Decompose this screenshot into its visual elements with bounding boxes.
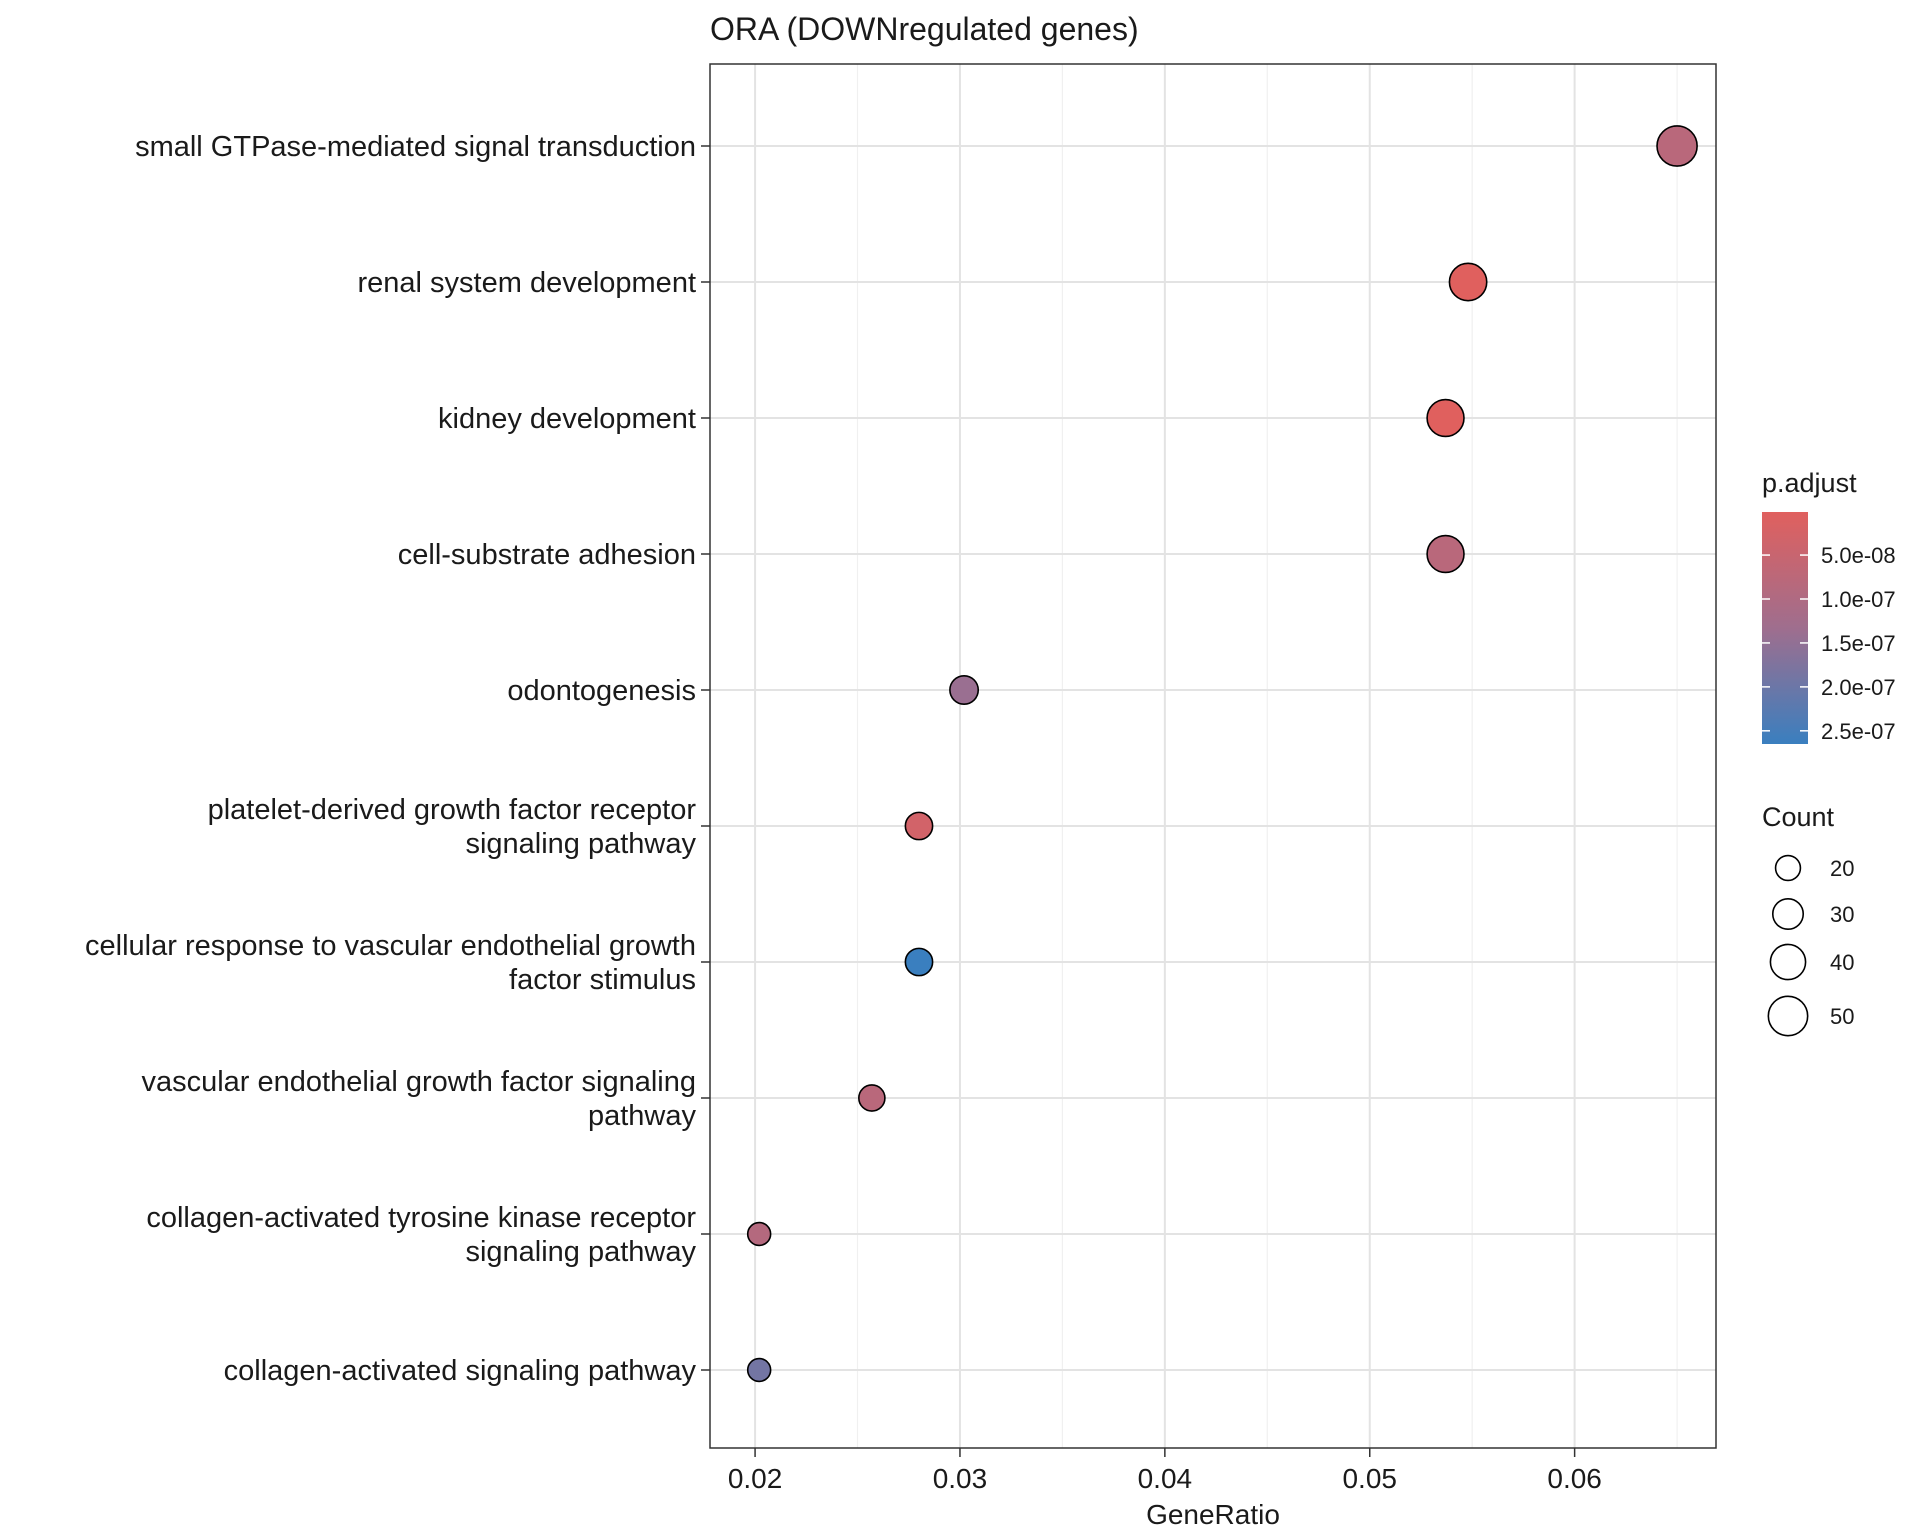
x-tick-label: 0.04 xyxy=(1138,1463,1193,1494)
size-legend-label: 20 xyxy=(1830,856,1854,881)
y-tick-label: collagen-activated tyrosine kinase recep… xyxy=(146,1202,696,1234)
color-legend-title: p.adjust xyxy=(1762,468,1857,498)
size-legend-label: 50 xyxy=(1830,1004,1854,1029)
size-legend-key xyxy=(1774,854,1802,882)
size-legend-key xyxy=(1769,943,1807,981)
data-point xyxy=(746,1357,772,1383)
x-tick-label: 0.02 xyxy=(728,1463,783,1494)
size-legend-label: 40 xyxy=(1830,950,1854,975)
data-point xyxy=(904,947,934,977)
data-point xyxy=(858,1084,886,1112)
colorbar-label: 2.5e-07 xyxy=(1821,719,1896,744)
y-tick-label: signaling pathway xyxy=(465,828,696,860)
x-tick-label: 0.05 xyxy=(1342,1463,1397,1494)
y-tick-label: cell-substrate adhesion xyxy=(398,539,696,571)
y-tick-label: small GTPase-mediated signal transductio… xyxy=(135,131,696,163)
data-points xyxy=(746,125,1698,1383)
plot-panel xyxy=(709,63,1717,1449)
colorbar-label: 1.5e-07 xyxy=(1821,631,1896,656)
size-legend-title: Count xyxy=(1762,802,1835,832)
size-legend: Count 20 30 40 50 xyxy=(1762,802,1854,1037)
size-legend-label: 30 xyxy=(1830,902,1854,927)
x-tick-label: 0.06 xyxy=(1547,1463,1602,1494)
data-point xyxy=(1426,534,1465,574)
x-axis: 0.02 0.03 0.04 0.05 0.06 xyxy=(728,1448,1602,1494)
y-tick-label: cellular response to vascular endothelia… xyxy=(85,930,696,962)
colorbar-label: 1.0e-07 xyxy=(1821,587,1896,612)
grid xyxy=(710,64,1716,1448)
size-legend-key xyxy=(1771,897,1805,931)
data-point xyxy=(1426,398,1465,438)
colorbar-label: 2.0e-07 xyxy=(1821,675,1896,700)
data-point xyxy=(1656,125,1698,167)
y-tick-label: renal system development xyxy=(358,267,697,299)
y-tick-label: vascular endothelial growth factor signa… xyxy=(141,1066,696,1098)
x-tick-label: 0.03 xyxy=(933,1463,988,1494)
colorbar xyxy=(1762,512,1808,744)
size-legend-key xyxy=(1767,995,1809,1037)
data-point xyxy=(949,675,980,705)
y-tick-label: platelet-derived growth factor receptor xyxy=(208,794,697,826)
y-tick-label: factor stimulus xyxy=(509,964,696,996)
y-tick-label: collagen-activated signaling pathway xyxy=(224,1355,697,1387)
y-tick-label: pathway xyxy=(588,1100,697,1132)
data-point xyxy=(1448,262,1488,302)
colorbar-label: 5.0e-08 xyxy=(1821,543,1896,568)
data-point xyxy=(746,1221,772,1247)
y-tick-label: signaling pathway xyxy=(465,1236,696,1268)
y-tick-label: kidney development xyxy=(438,403,696,435)
data-point xyxy=(904,811,934,841)
x-axis-title: GeneRatio xyxy=(1146,1499,1280,1530)
color-legend: p.adjust 5.0e-08 1.0e-07 1.5e-07 2.0e-07 2.5… xyxy=(1762,468,1896,744)
y-tick-label: odontogenesis xyxy=(507,675,696,707)
chart-title: ORA (DOWNregulated genes) xyxy=(710,11,1139,47)
y-axis: small GTPase-mediated signal transductio… xyxy=(85,131,710,1387)
